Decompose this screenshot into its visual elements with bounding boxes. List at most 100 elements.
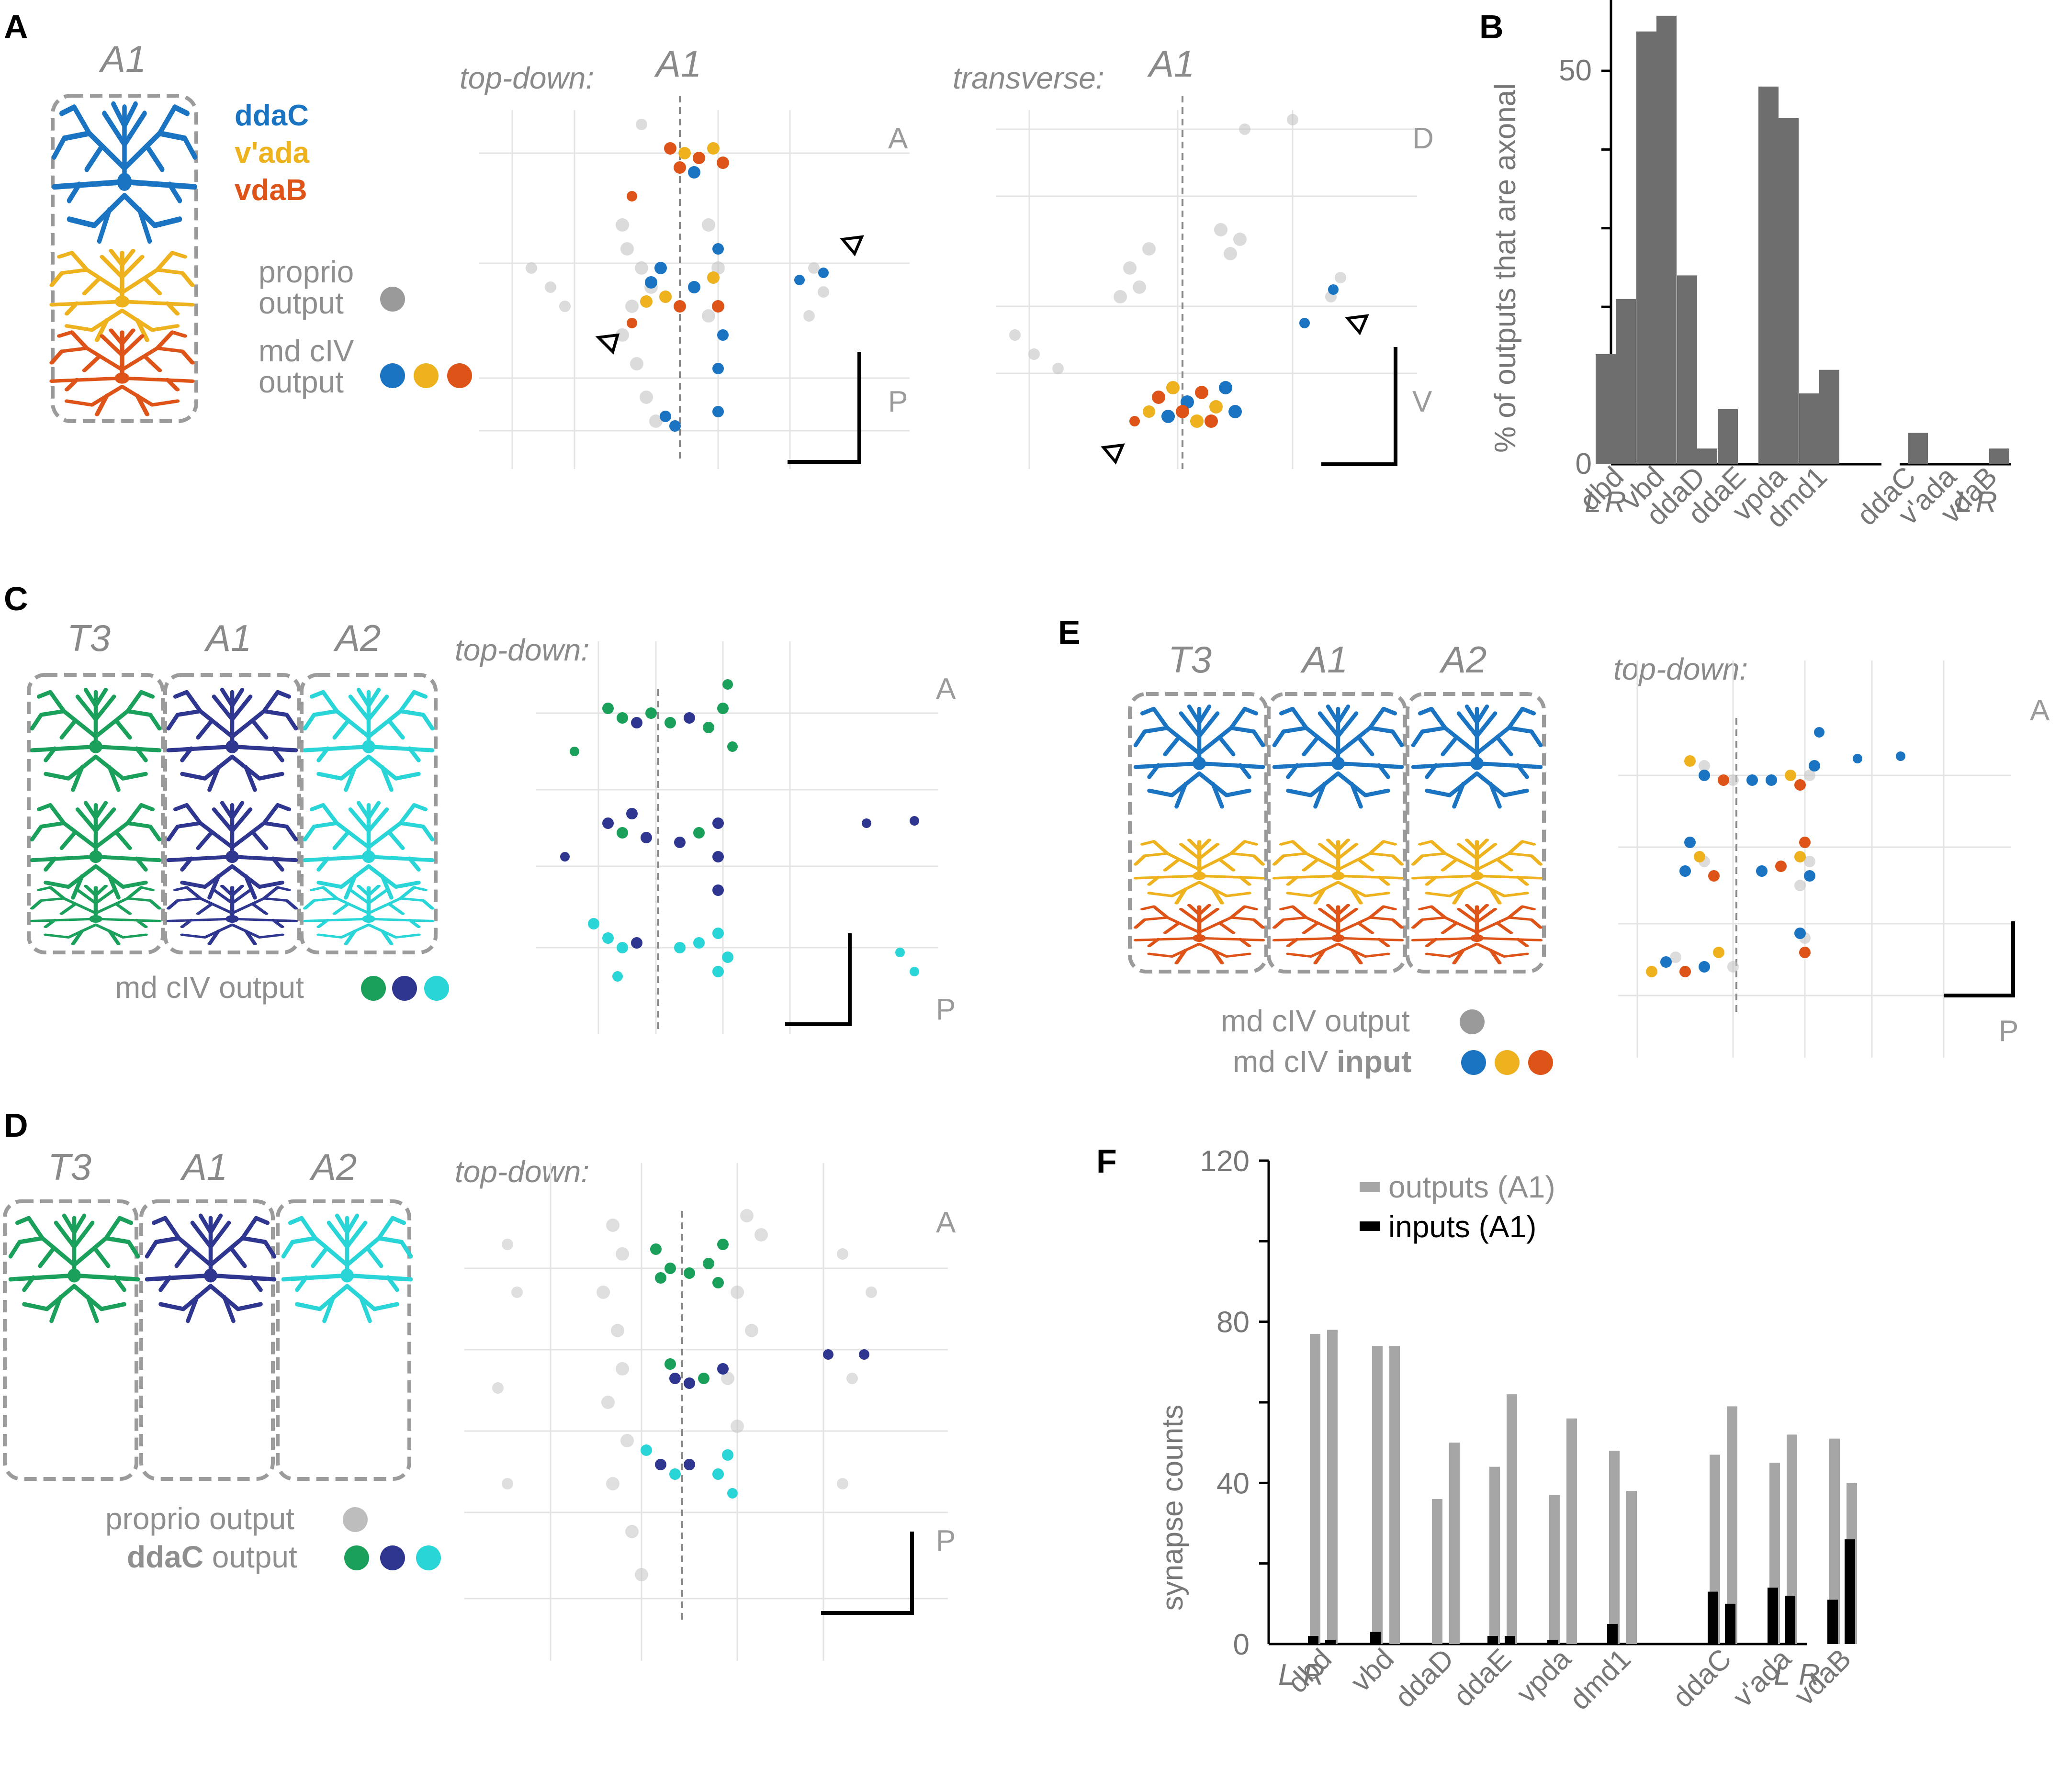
segment-label-T3: T3 — [1168, 638, 1212, 681]
view-title-topdown-c: top-down: — [455, 633, 589, 667]
legend-swatch-inputs — [1360, 1221, 1380, 1231]
proprio-legend-line2: output — [259, 286, 344, 320]
panel-a-label: A — [4, 8, 28, 45]
segment-label-A2: A2 — [309, 1146, 357, 1188]
panel-d: D T3 A1 A2 proprio output ddaC output to… — [3, 1107, 956, 1661]
legend-dot-A2 — [416, 1545, 441, 1570]
x-category-label: ddaC — [1666, 1643, 1737, 1714]
bar-input-vpda-L — [1547, 1640, 1558, 1644]
vada-dendrite-icon — [1136, 840, 1541, 903]
x-category-label: ddaE — [1447, 1643, 1517, 1712]
bar-dbd-R — [1616, 299, 1636, 464]
bar-vdaB-R — [1989, 448, 2009, 464]
legend-plain-part: md cIV — [1233, 1044, 1337, 1079]
bar-output-dbd-L — [1310, 1333, 1320, 1644]
legend-bold-part: input — [1337, 1044, 1411, 1079]
bar-input-ddaE-R — [1505, 1636, 1515, 1644]
md-civ-points — [1129, 284, 1339, 428]
scale-bar — [1321, 347, 1397, 466]
bar-input-v'ada-L — [1768, 1588, 1778, 1644]
bar-vbd-R — [1656, 15, 1677, 465]
segment-label-A2: A2 — [1439, 638, 1486, 681]
md-legend-dot-ddaC — [380, 363, 405, 388]
segment-label-T3: T3 — [48, 1146, 91, 1188]
md-civ-output-legend: md cIV output — [1221, 1004, 1410, 1038]
legend-dot-T3 — [361, 976, 386, 1001]
md-legend-dot-vada — [414, 363, 439, 388]
segment-outline-T3 — [27, 673, 165, 954]
dir-label-bottom: P — [888, 385, 908, 418]
legend-label-inputs: inputs (A1) — [1388, 1209, 1536, 1244]
lr-label-right: R — [1799, 1658, 1820, 1691]
dir-label-top: A — [936, 1206, 956, 1239]
dir-label-bottom: P — [936, 993, 956, 1026]
panel-c: C T3 A1 A2 md cIV output top-down: — [4, 580, 956, 1034]
md-legend-line2: output — [259, 365, 344, 399]
proprio-output-legend: proprio output — [105, 1501, 294, 1536]
panel-e-label: E — [1058, 614, 1081, 651]
proprio-legend-dot — [380, 287, 405, 312]
bar-input-ddaC-L — [1708, 1591, 1718, 1644]
bar-vbd-L — [1636, 31, 1656, 465]
y-axis-label: % of outputs that are axonal — [1489, 83, 1522, 453]
dir-label-top: A — [888, 122, 908, 155]
A2-dendrite-icon — [305, 690, 432, 944]
panel-a: A A1 ddaC v'ada vdaB proprio output md c… — [4, 8, 1434, 469]
bar-output-dmd1-L — [1609, 1451, 1620, 1644]
ddaC-points — [641, 1239, 869, 1499]
segment-label-A2: A2 — [333, 617, 381, 659]
segment-outline-A2 — [276, 1199, 411, 1481]
bar-ddaD-R — [1697, 448, 1717, 464]
bar-output-vpda-R — [1566, 1418, 1577, 1644]
bar-output-vbd-L — [1372, 1346, 1383, 1644]
bar-input-vdaB-R — [1845, 1539, 1855, 1644]
bar-dbd-L — [1596, 354, 1616, 464]
bar-ddaE-L — [1718, 409, 1738, 464]
view-segment-transverse: A1 — [1147, 43, 1194, 85]
chart-b: % of outputs that are axonal L R L R 0 50… — [1489, 0, 2011, 534]
md-legend-dot-vdaB — [447, 363, 472, 388]
vada-dendrite-icon — [52, 251, 192, 340]
vdaB-dendrite-icon — [52, 330, 192, 414]
view-title-topdown-a: top-down: — [460, 61, 594, 95]
segment-outline-A1 — [163, 673, 301, 954]
ddaC-dendrite-icon — [54, 104, 195, 241]
A2-dendrite-icon — [283, 1216, 411, 1321]
lr-label-right: R — [1976, 486, 1997, 519]
y-tick-label: 40 — [1216, 1467, 1250, 1500]
ddaC-dendrite-icon — [1136, 706, 1541, 806]
lr-label-left: L — [1956, 486, 1972, 519]
bar-output-ddaE-R — [1507, 1394, 1517, 1644]
arrowhead-icon — [840, 235, 864, 257]
legend-bold-part: ddaC — [127, 1540, 203, 1574]
legend-dot-A1 — [380, 1545, 405, 1570]
arrowhead-icon — [1101, 443, 1125, 465]
neuron-label-vdaB: vdaB — [235, 174, 307, 207]
legend-swatch-outputs — [1360, 1182, 1380, 1192]
panel-f: F synapse counts outputs (A1) inputs (A1… — [1096, 1142, 1857, 1716]
lr-label-left: L — [1278, 1658, 1295, 1691]
segment-outline-T3 — [3, 1199, 138, 1481]
arrowhead-icon — [595, 333, 620, 355]
bar-input-dbd-R — [1325, 1640, 1336, 1644]
bar-input-dmd1-L — [1607, 1623, 1618, 1644]
legend-dot-A2 — [424, 976, 449, 1001]
lr-label-right: R — [1605, 486, 1626, 519]
panel-d-label: D — [4, 1107, 28, 1144]
input-points — [1646, 727, 1905, 977]
x-category-label: dmd1 — [1564, 1643, 1637, 1716]
y-tick-label: 50 — [1559, 54, 1592, 87]
output-points — [1670, 760, 1815, 973]
plot-grid-a2 — [996, 110, 1417, 469]
y-tick-label: 0 — [1233, 1628, 1250, 1661]
panel-b: B % of outputs that are axonal L R L R 0… — [1479, 0, 2011, 534]
plot-grid-d — [464, 1163, 948, 1661]
segment-outline-A2 — [1406, 692, 1546, 974]
bar-input-vdaB-L — [1827, 1600, 1838, 1644]
panel-b-label: B — [1479, 8, 1504, 45]
legend-dot-vdaB — [1528, 1050, 1553, 1075]
view-title-topdown-d: top-down: — [455, 1154, 589, 1189]
bar-ddaC-R — [1908, 433, 1928, 464]
bar-output-ddaE-L — [1489, 1466, 1500, 1644]
legend-dot-A1 — [392, 976, 417, 1001]
